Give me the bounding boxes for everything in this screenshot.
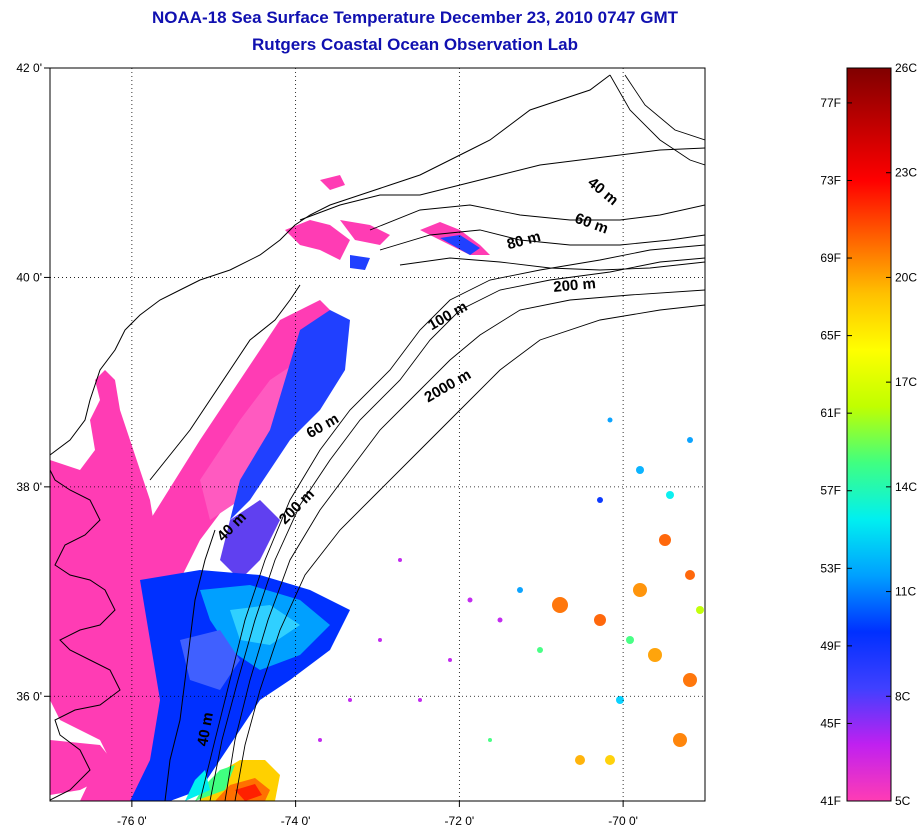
colorbar-c-label: 20C <box>895 270 917 284</box>
colorbar-c-label: 14C <box>895 480 917 494</box>
colorbar-scale <box>846 67 892 802</box>
coastline <box>50 74 705 801</box>
colorbar-f-label: 73F <box>820 173 841 187</box>
colorbar-f-label: 69F <box>820 251 841 265</box>
bathymetry-contours <box>199 74 705 801</box>
lon-tick-label: -74 0' <box>281 814 311 828</box>
colorbar-c-label: 5C <box>895 794 911 808</box>
contour-label: 60 m <box>573 210 611 238</box>
colorbar-f-label: 41F <box>820 794 841 808</box>
lat-tick-label: 36 0' <box>16 689 42 703</box>
axis-ticks: -76 0' -74 0' -72 0' -70 0' 42 0' 40 0' 38 0' 3… <box>16 61 638 828</box>
lon-tick-label: -76 0' <box>117 814 147 828</box>
colorbar-f-label: 65F <box>820 329 841 343</box>
map-title: NOAA-18 Sea Surface Temperature December… <box>152 8 678 27</box>
contour-label: 80 m <box>505 228 542 253</box>
contour-label: 2000 m <box>421 366 474 406</box>
colorbar-c-label: 17C <box>895 375 917 389</box>
colorbar-c-label: 23C <box>895 166 917 180</box>
colorbar-f-label: 61F <box>820 406 841 420</box>
lat-tick-label: 38 0' <box>16 480 42 494</box>
lat-tick-label: 42 0' <box>16 61 42 75</box>
lon-tick-label: -72 0' <box>445 814 475 828</box>
map-frame <box>49 67 706 802</box>
contour-label: 100 m <box>425 298 470 334</box>
lon-tick-label: -70 0' <box>608 814 638 828</box>
colorbar-c-label: 26C <box>895 61 917 75</box>
contour-label: 40 m <box>194 711 217 748</box>
colorbar-c-label: 8C <box>895 689 911 703</box>
sst-imagery <box>50 175 704 801</box>
colorbar-f-label: 53F <box>820 561 841 575</box>
contour-label: 200 m <box>553 275 597 296</box>
colorbar-f-label: 77F <box>820 96 841 110</box>
colorbar-f-label: 45F <box>820 716 841 730</box>
lat-tick-label: 40 0' <box>16 270 42 284</box>
colorbar-f-label: 49F <box>820 639 841 653</box>
temperature-colorbar: 41F 45F 49F 53F 57F 61F 65F 69F 73F 77F 5C 8C 11C 14C… <box>820 61 917 808</box>
colorbar-f-label: 57F <box>820 484 841 498</box>
colorbar-c-label: 11C <box>895 585 916 599</box>
contour-label: 40 m <box>584 174 621 209</box>
map-subtitle: Rutgers Coastal Ocean Observation Lab <box>252 35 578 54</box>
contour-label: 200 m <box>276 486 318 528</box>
